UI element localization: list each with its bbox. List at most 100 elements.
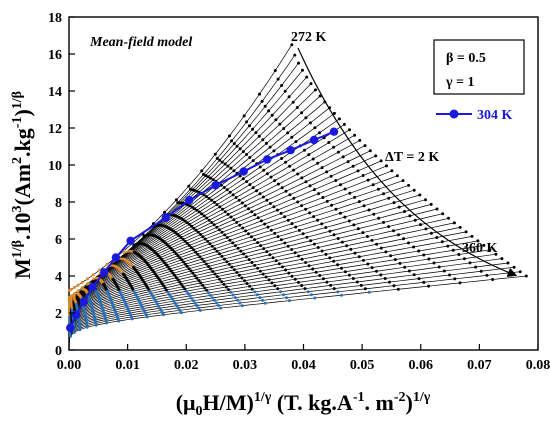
isotherm-point <box>250 287 254 291</box>
isotherm-point <box>284 268 288 272</box>
isotherm-point <box>222 282 226 286</box>
isotherm-point <box>375 269 378 273</box>
isotherm-point <box>343 187 347 191</box>
isotherm-point <box>170 297 174 301</box>
isotherm-point <box>228 238 232 242</box>
isotherm-point <box>180 258 184 262</box>
isotherm-point <box>417 277 421 281</box>
isotherm-point <box>230 265 234 269</box>
isotherm-point <box>293 53 297 57</box>
isotherm-point <box>169 295 173 299</box>
isotherm-point <box>179 236 183 239</box>
isotherm-point <box>312 188 316 192</box>
isotherm-point <box>268 253 272 257</box>
isotherm-point <box>209 293 213 297</box>
isotherm-point <box>265 198 269 202</box>
isotherm-point <box>279 290 283 294</box>
isotherm-point <box>167 293 171 296</box>
isotherm-point <box>178 280 182 284</box>
isotherm-point <box>248 284 252 288</box>
isotherm-point <box>330 203 334 207</box>
model-label: Mean-field model <box>89 35 192 50</box>
isotherm-point <box>367 290 371 294</box>
isotherm-point <box>183 239 187 243</box>
isotherm-point <box>211 270 215 273</box>
isotherm-point <box>197 279 201 282</box>
isotherm-point <box>105 262 109 266</box>
isotherm-point <box>348 128 351 132</box>
params-box <box>433 39 525 95</box>
isotherm-point <box>228 134 231 138</box>
isotherm-point <box>396 287 400 291</box>
isotherm-point <box>308 211 312 215</box>
isotherm-point <box>237 273 241 277</box>
isotherm-point <box>232 218 236 222</box>
isotherm-point <box>130 317 134 321</box>
isotherm-point <box>429 202 433 206</box>
isotherm-point <box>208 242 212 246</box>
isotherm-point <box>91 273 95 277</box>
isotherm-point <box>238 223 242 227</box>
isotherm-point <box>340 266 343 270</box>
isotherm-point <box>242 114 246 118</box>
isotherm-point <box>290 274 294 278</box>
isotherm-point <box>160 311 164 315</box>
x-tick-label: 0.04 <box>291 358 316 373</box>
series-304k-point <box>71 310 81 320</box>
isotherm-point <box>474 265 478 269</box>
isotherm-point <box>356 227 360 231</box>
isotherm-point <box>188 204 192 208</box>
isotherm-point <box>213 152 217 156</box>
isotherm-point <box>243 279 246 283</box>
y-axis-ticks: 0 2 4 6 8 10 12 14 16 18 <box>48 11 75 359</box>
isotherm-point <box>207 291 211 295</box>
isotherm-point <box>309 82 313 86</box>
isotherm-point <box>163 286 167 290</box>
isotherm-point <box>222 257 226 261</box>
isotherm-point <box>185 241 189 245</box>
isotherm-point <box>236 298 240 302</box>
isotherm-point <box>181 218 185 222</box>
y-tick-label: 12 <box>48 122 62 137</box>
isotherm-point <box>162 284 166 288</box>
isotherm-point <box>307 153 311 157</box>
isotherm-point <box>370 266 374 270</box>
isotherm-point <box>237 198 241 202</box>
isotherm-point <box>187 184 191 188</box>
isotherm-point <box>213 298 217 302</box>
isotherm-point <box>264 141 268 145</box>
isotherm-point <box>281 265 284 269</box>
isotherm-point <box>305 235 309 239</box>
isotherm-point <box>232 169 236 173</box>
isotherm-point <box>200 257 204 261</box>
series-304k-point <box>66 323 75 332</box>
isotherm-point <box>412 245 416 249</box>
isotherm-point <box>304 261 308 264</box>
isotherm-point <box>255 189 259 193</box>
isotherm-point <box>366 178 370 182</box>
isotherm-point <box>494 252 498 256</box>
isotherm-point <box>367 208 371 212</box>
isotherm-point <box>383 277 387 280</box>
isotherm-point <box>171 248 174 252</box>
isotherm-point <box>485 273 489 277</box>
isotherm-point <box>343 270 347 274</box>
isotherm-point <box>432 261 436 265</box>
isotherm-point <box>269 228 273 232</box>
isotherm-point <box>202 260 206 263</box>
isotherm-point <box>190 205 194 209</box>
isotherm-point <box>320 166 324 170</box>
isotherm-point <box>296 172 300 176</box>
isotherm-point <box>317 192 321 196</box>
isotherm-point <box>451 248 455 252</box>
isotherm-point <box>218 158 222 162</box>
isotherm-point <box>207 196 211 200</box>
isotherm-point <box>240 276 244 280</box>
isotherm-point <box>203 286 207 290</box>
isotherm-point <box>192 248 195 252</box>
isotherm-point <box>179 311 183 315</box>
isotherm-point <box>209 176 213 180</box>
isotherm-point <box>177 234 181 238</box>
isotherm-point <box>195 208 199 212</box>
